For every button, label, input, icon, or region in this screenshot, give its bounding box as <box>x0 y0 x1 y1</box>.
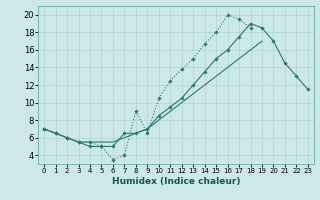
X-axis label: Humidex (Indice chaleur): Humidex (Indice chaleur) <box>112 177 240 186</box>
